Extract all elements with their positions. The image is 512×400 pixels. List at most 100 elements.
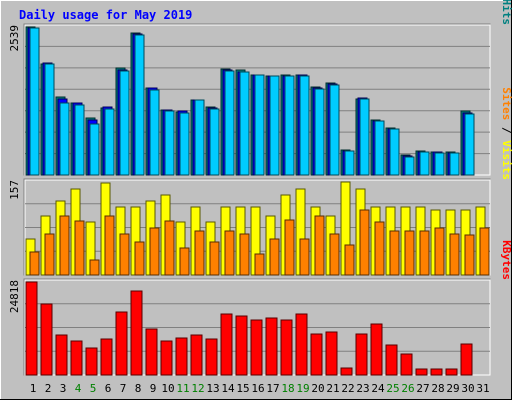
bar-pages-day-26 xyxy=(404,156,415,176)
x-tick-label-day-14: 14 xyxy=(221,382,235,395)
x-tick-label-day-12: 12 xyxy=(191,382,204,395)
panel-visits-y-max-label: 157 xyxy=(8,180,21,200)
bar-kbytes-day-3 xyxy=(55,334,68,376)
bar-pages-day-15 xyxy=(239,71,250,176)
bar-kbytes-day-16 xyxy=(250,319,263,376)
bar-sites-day-30 xyxy=(464,234,475,276)
bar-pages-day-24 xyxy=(374,120,385,176)
x-tick-label-day-27: 27 xyxy=(416,382,429,395)
bar-kbytes-day-8 xyxy=(130,290,143,376)
bar-pages-day-20 xyxy=(314,88,325,176)
bar-pages-day-28 xyxy=(434,152,445,176)
bar-sites-day-17 xyxy=(269,238,280,276)
bar-kbytes-day-11 xyxy=(175,337,188,376)
x-tick-label-day-9: 9 xyxy=(150,382,157,395)
bar-kbytes-day-28 xyxy=(430,368,443,376)
bar-sites-day-18 xyxy=(284,219,295,276)
bar-pages-day-1 xyxy=(29,27,40,176)
bar-kbytes-day-23 xyxy=(355,333,368,376)
bar-kbytes-day-26 xyxy=(400,353,413,376)
bar-sites-day-4 xyxy=(74,220,85,276)
bar-pages-day-18 xyxy=(284,75,295,176)
x-tick-label-day-10: 10 xyxy=(161,382,174,395)
bar-pages-day-19 xyxy=(299,75,310,176)
bar-sites-day-19 xyxy=(299,238,310,276)
x-tick-label-day-25: 25 xyxy=(386,382,399,395)
bar-kbytes-day-2 xyxy=(40,303,53,376)
x-tick-label-day-4: 4 xyxy=(75,382,82,395)
bar-kbytes-day-17 xyxy=(265,317,278,376)
bar-sites-day-7 xyxy=(119,233,130,276)
bar-sites-day-10 xyxy=(164,220,175,276)
bar-kbytes-day-14 xyxy=(220,313,233,376)
bar-pages-day-11 xyxy=(179,112,190,176)
x-tick-label-day-23: 23 xyxy=(356,382,369,395)
x-tick-label-day-1: 1 xyxy=(30,382,37,395)
bar-sites-day-24 xyxy=(374,221,385,276)
bar-sites-day-28 xyxy=(434,227,445,276)
bar-sites-day-25 xyxy=(389,230,400,276)
bar-kbytes-day-5 xyxy=(85,347,98,376)
x-axis-labels: 1 2 3 4 5 6 7 8 9 10 11 12 13 14 15 16 17 18 19 20 21 22 23 24 2… xyxy=(30,382,490,395)
bar-sites-day-8 xyxy=(134,241,145,276)
bar-sites-day-15 xyxy=(239,233,250,276)
x-tick-label-day-3: 3 xyxy=(60,382,67,395)
bar-sites-day-26 xyxy=(404,230,415,276)
x-tick-label-day-13: 13 xyxy=(206,382,219,395)
bar-sites-day-5 xyxy=(89,259,100,276)
x-tick-label-day-28: 28 xyxy=(431,382,444,395)
bar-pages-day-5 xyxy=(89,123,100,176)
bar-kbytes-day-25 xyxy=(385,344,398,376)
x-tick-label-day-17: 17 xyxy=(266,382,279,395)
x-tick-label-day-11: 11 xyxy=(176,382,189,395)
bar-sites-day-29 xyxy=(449,233,460,276)
x-tick-label-day-22: 22 xyxy=(341,382,354,395)
bar-pages-day-13 xyxy=(209,108,220,176)
bar-pages-day-25 xyxy=(389,128,400,176)
bar-kbytes-day-15 xyxy=(235,315,248,376)
x-tick-label-day-29: 29 xyxy=(446,382,459,395)
bar-pages-day-22 xyxy=(344,150,355,176)
panel-hits-legend: Pages / Files / Hits xyxy=(500,0,512,25)
x-tick-label-day-2: 2 xyxy=(45,382,52,395)
bar-pages-day-21 xyxy=(329,84,340,176)
x-tick-label-day-31: 31 xyxy=(476,382,489,395)
bar-pages-day-30 xyxy=(464,113,475,176)
bar-kbytes-day-24 xyxy=(370,323,383,376)
series-sites xyxy=(29,209,490,276)
bar-kbytes-day-9 xyxy=(145,328,158,376)
bar-sites-day-11 xyxy=(179,247,190,276)
bar-sites-day-6 xyxy=(104,215,115,276)
x-tick-label-day-24: 24 xyxy=(371,382,385,395)
x-tick-label-day-21: 21 xyxy=(326,382,339,395)
legend-entry: / xyxy=(500,120,512,140)
bar-sites-day-31 xyxy=(479,227,490,276)
bar-pages-day-8 xyxy=(134,34,145,176)
bar-sites-day-23 xyxy=(359,209,370,276)
bar-sites-day-9 xyxy=(149,227,160,276)
bar-pages-day-6 xyxy=(104,108,115,176)
chart-panels: 2539 Pages / Files / Hits 157 Sites / Visit… xyxy=(8,0,512,376)
panel-hits: 2539 Pages / Files / Hits xyxy=(8,0,512,176)
bar-kbytes-day-13 xyxy=(205,338,218,376)
bar-sites-day-1 xyxy=(29,251,40,276)
bar-pages-day-27 xyxy=(419,151,430,176)
bar-kbytes-day-10 xyxy=(160,340,173,376)
bar-kbytes-day-22 xyxy=(340,367,353,376)
bar-kbytes-day-21 xyxy=(325,331,338,376)
x-tick-label-day-6: 6 xyxy=(105,382,112,395)
bar-kbytes-day-29 xyxy=(445,368,458,376)
bar-sites-day-14 xyxy=(224,230,235,276)
bar-pages-day-7 xyxy=(119,70,130,176)
panel-kbytes-legend: KBytes xyxy=(500,240,512,280)
bar-kbytes-day-6 xyxy=(100,338,113,376)
panel-kbytes-y-max-label: 24818 xyxy=(8,280,21,313)
x-tick-label-day-19: 19 xyxy=(296,382,309,395)
legend-entry: Hits xyxy=(500,0,512,25)
bar-pages-day-17 xyxy=(269,75,280,176)
x-tick-label-day-7: 7 xyxy=(120,382,127,395)
bar-sites-day-12 xyxy=(194,230,205,276)
x-tick-label-day-16: 16 xyxy=(251,382,264,395)
bar-sites-day-13 xyxy=(209,241,220,276)
bar-sites-day-16 xyxy=(254,253,265,276)
